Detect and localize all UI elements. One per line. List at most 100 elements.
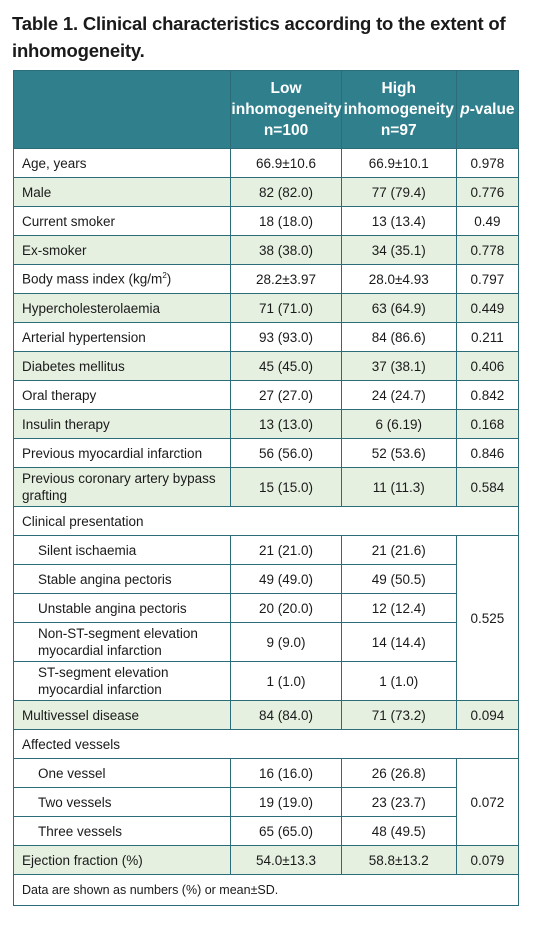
high-value: 34 (35.1): [340, 235, 457, 265]
high-value: 1 (1.0): [340, 661, 457, 701]
row-label: One vessel: [12, 758, 232, 788]
p-value: 0.079: [455, 845, 520, 875]
row-label: Unstable angina pectoris: [12, 593, 232, 623]
table-row: Multivessel disease 84 (84.0) 71 (73.2) …: [12, 700, 520, 730]
table-row: Age, years 66.9±10.6 66.9±10.1 0.978: [12, 148, 520, 178]
row-label: Three vessels: [12, 816, 232, 846]
table-row: Ejection fraction (%) 54.0±13.3 58.8±13.…: [12, 845, 520, 875]
high-value: 26 (26.8): [340, 758, 457, 788]
p-value: 0.211: [455, 322, 520, 352]
low-value: 82 (82.0): [230, 177, 342, 207]
row-label: Male: [12, 177, 232, 207]
high-value: 37 (38.1): [340, 351, 457, 381]
p-value: 0.978: [455, 148, 520, 178]
low-value: 18 (18.0): [230, 206, 342, 236]
p-value: 0.072: [455, 758, 520, 846]
table-row: Diabetes mellitus 45 (45.0) 37 (38.1) 0.…: [12, 351, 520, 381]
high-value: 77 (79.4): [340, 177, 457, 207]
row-label: Multivessel disease: [12, 700, 232, 730]
row-label: Silent ischaemia: [12, 535, 232, 565]
row-label: Stable angina pectoris: [12, 564, 232, 594]
row-label: Non-ST-segment elevation myocardial infar…: [12, 622, 232, 662]
row-label: Ex-smoker: [12, 235, 232, 265]
table-row: Silent ischaemia 21 (21.0) 21 (21.6) 0.5…: [12, 535, 520, 701]
row-label: Insulin therapy: [12, 409, 232, 439]
section-heading-row: Affected vessels: [13, 729, 519, 759]
low-value: 65 (65.0): [230, 816, 342, 846]
row-label: Age, years: [12, 148, 232, 178]
table-row: One vessel 16 (16.0) 26 (26.8) 0.072: [12, 758, 520, 846]
row-label: Current smoker: [12, 206, 232, 236]
header-low-inhomogeneity: Low inhomogeneity n=100: [230, 70, 342, 149]
section-heading-row: Clinical presentation: [13, 506, 519, 536]
high-value: 63 (64.9): [340, 293, 457, 323]
p-value: 0.846: [455, 438, 520, 468]
low-value: 49 (49.0): [230, 564, 342, 594]
high-value: 52 (53.6): [340, 438, 457, 468]
table-row: Arterial hypertension 93 (93.0) 84 (86.6…: [12, 322, 520, 352]
header-empty-cell: [12, 70, 232, 149]
table-row: Hypercholesterolaemia 71 (71.0) 63 (64.9…: [12, 293, 520, 323]
high-value: 58.8±13.2: [340, 845, 457, 875]
low-value: 19 (19.0): [230, 787, 342, 817]
row-label: Oral therapy: [12, 380, 232, 410]
low-value: 71 (71.0): [230, 293, 342, 323]
header-high-inhomogeneity: High inhomogeneity n=97: [340, 70, 457, 149]
high-value: 28.0±4.93: [340, 264, 457, 294]
table-row: Oral therapy 27 (27.0) 24 (24.7) 0.842: [12, 380, 520, 410]
header-row: Low inhomogeneity n=100 High inhomogenei…: [12, 70, 520, 149]
table-row: Non-ST-segment elevation myocardial infar…: [12, 622, 519, 662]
low-value: 28.2±3.97: [230, 264, 342, 294]
high-value: 21 (21.6): [340, 535, 457, 565]
p-value: 0.449: [455, 293, 520, 323]
low-value: 20 (20.0): [230, 593, 342, 623]
high-value: 14 (14.4): [340, 622, 457, 662]
clinical-characteristics-table: Low inhomogeneity n=100 High inhomogenei…: [12, 70, 520, 906]
table-row: Insulin therapy 13 (13.0) 6 (6.19) 0.168: [12, 409, 520, 439]
high-value: 24 (24.7): [340, 380, 457, 410]
p-value: 0.406: [455, 351, 520, 381]
table-row: Previous coronary artery bypass grafting …: [12, 467, 520, 507]
p-value: 0.094: [455, 700, 520, 730]
table-row: Stable angina pectoris 49 (49.0) 49 (50.…: [12, 564, 519, 594]
p-value: 0.49: [455, 206, 520, 236]
high-value: 13 (13.4): [340, 206, 457, 236]
table-row: Unstable angina pectoris 20 (20.0) 12 (1…: [12, 593, 519, 623]
low-value: 54.0±13.3: [230, 845, 342, 875]
section-heading-clinical-presentation: Clinical presentation: [13, 506, 519, 536]
low-value: 9 (9.0): [230, 622, 342, 662]
row-label: Two vessels: [12, 787, 232, 817]
low-value: 16 (16.0): [230, 758, 342, 788]
p-value: 0.778: [455, 235, 520, 265]
low-value: 27 (27.0): [230, 380, 342, 410]
row-label: Diabetes mellitus: [12, 351, 232, 381]
header-p-value: p-value: [455, 70, 520, 149]
table-row: Ex-smoker 38 (38.0) 34 (35.1) 0.778: [12, 235, 520, 265]
p-value: 0.584: [455, 467, 520, 507]
high-value: 23 (23.7): [340, 787, 457, 817]
table-row: ST-segment elevation myocardial infarctio…: [12, 661, 519, 701]
low-value: 1 (1.0): [230, 661, 342, 701]
high-value: 12 (12.4): [340, 593, 457, 623]
section-heading-affected-vessels: Affected vessels: [13, 729, 519, 759]
row-label: Arterial hypertension: [12, 322, 232, 352]
low-value: 93 (93.0): [230, 322, 342, 352]
low-value: 56 (56.0): [230, 438, 342, 468]
p-value: 0.168: [455, 409, 520, 439]
row-label: ST-segment elevation myocardial infarctio…: [12, 661, 232, 701]
footnote-row: Data are shown as numbers (%) or mean±SD…: [13, 874, 519, 906]
p-value: 0.776: [455, 177, 520, 207]
high-value: 66.9±10.1: [340, 148, 457, 178]
low-value: 66.9±10.6: [230, 148, 342, 178]
table-footnote: Data are shown as numbers (%) or mean±SD…: [13, 874, 519, 906]
high-value: 6 (6.19): [340, 409, 457, 439]
row-label: Previous coronary artery bypass grafting: [12, 467, 232, 507]
low-value: 13 (13.0): [230, 409, 342, 439]
table-row: Three vessels 65 (65.0) 48 (49.5): [12, 816, 519, 846]
high-value: 84 (86.6): [340, 322, 457, 352]
high-value: 49 (50.5): [340, 564, 457, 594]
low-value: 38 (38.0): [230, 235, 342, 265]
p-value: 0.842: [455, 380, 520, 410]
low-value: 15 (15.0): [230, 467, 342, 507]
table-row: Previous myocardial infarction 56 (56.0)…: [12, 438, 520, 468]
